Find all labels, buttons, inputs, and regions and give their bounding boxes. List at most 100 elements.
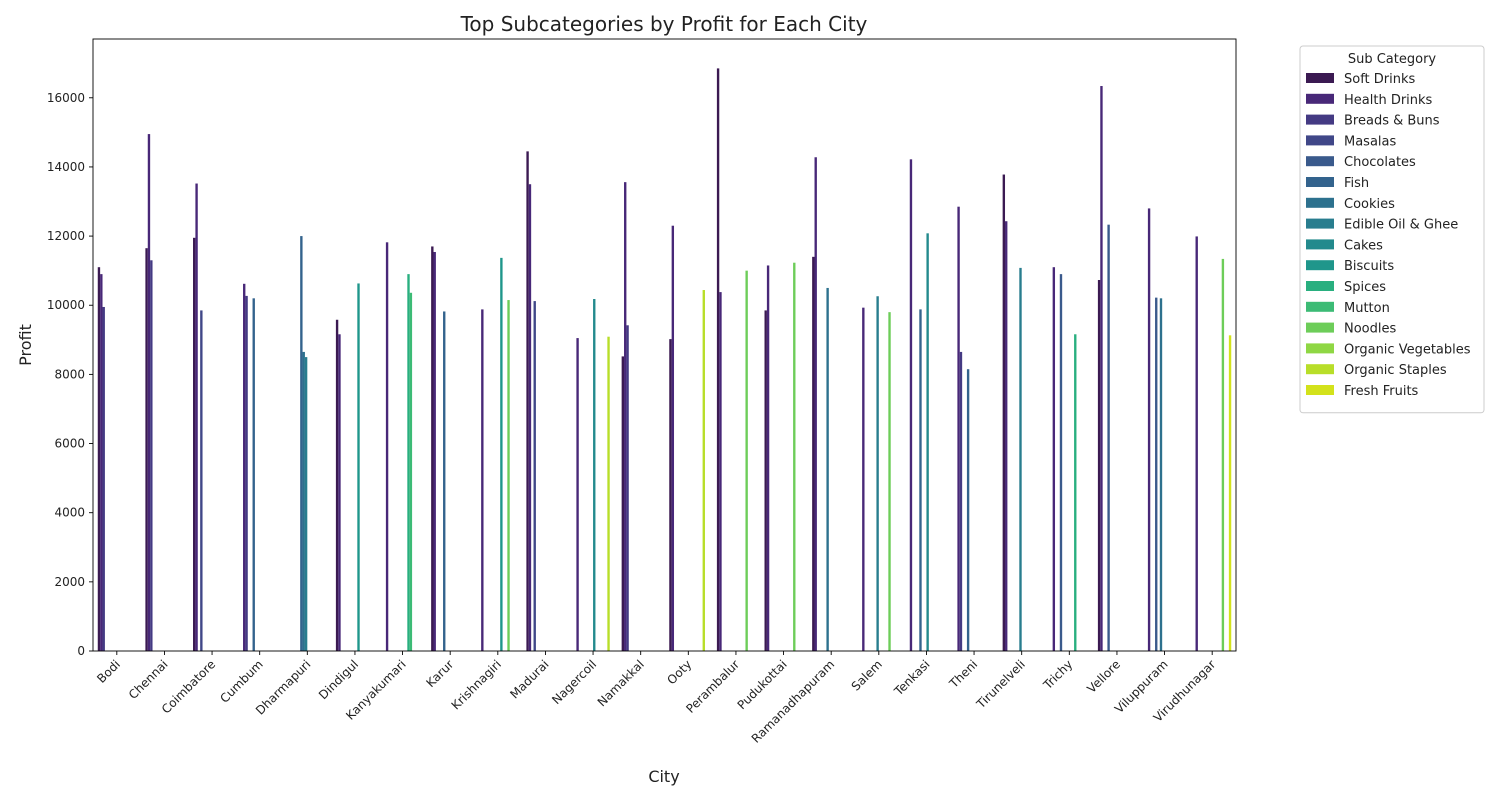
y-tick-label: 0 — [77, 644, 85, 658]
bar — [957, 206, 960, 651]
bar — [500, 257, 503, 651]
bar — [716, 68, 720, 651]
x-tick-label: Ooty — [664, 657, 694, 687]
legend-swatch — [1306, 93, 1334, 104]
bar — [826, 287, 829, 651]
bar — [719, 292, 722, 651]
bar — [528, 184, 532, 651]
bar — [669, 339, 672, 651]
legend-label: Breads & Buns — [1344, 114, 1440, 129]
bar — [1059, 274, 1063, 651]
y-axis-label: Profit — [16, 324, 35, 366]
bar — [966, 369, 970, 651]
bar — [150, 260, 153, 651]
bar — [145, 248, 148, 651]
bar — [926, 233, 929, 651]
bar — [407, 274, 410, 651]
legend-label: Masalas — [1344, 134, 1397, 149]
bar — [385, 242, 389, 651]
bar — [304, 357, 308, 651]
bar — [200, 310, 203, 651]
bar — [919, 309, 922, 651]
x-tick-label: Ramanadhapuram — [749, 657, 838, 746]
legend-swatch — [1306, 385, 1334, 395]
x-tick-label: Theni — [946, 657, 980, 691]
bar — [576, 338, 579, 651]
x-tick-label: Cumbum — [217, 657, 266, 706]
legend: Sub Category Soft Drinks Health Drinks Brea… — [1299, 45, 1485, 414]
x-tick-label: Chennai — [126, 657, 171, 702]
legend-label: Noodles — [1344, 322, 1396, 337]
y-tick-label: 12000 — [47, 229, 85, 243]
bar — [814, 157, 817, 651]
bar — [1147, 208, 1151, 652]
bar — [1195, 236, 1198, 651]
plot-area: 0 2000 4000 6000 8000 10000 12000 14000 16000 Bod… — [47, 38, 1237, 746]
legend-label: Soft Drinks — [1344, 72, 1416, 87]
legend-swatch — [1306, 114, 1334, 125]
bar — [102, 306, 105, 651]
bar — [793, 262, 796, 651]
legend-swatch — [1306, 281, 1334, 291]
legend-label: Mutton — [1344, 301, 1390, 316]
bar — [1100, 86, 1103, 651]
legend-swatch — [1306, 197, 1334, 208]
legend-label: Health Drinks — [1344, 93, 1433, 108]
bar — [1074, 334, 1077, 651]
chart-title: Top Subcategories by Profit for Each Cit… — [460, 12, 868, 36]
x-tick-label: Tirunelveli — [973, 657, 1028, 712]
bar — [593, 299, 596, 651]
bar — [193, 237, 196, 651]
legend-label: Fresh Fruits — [1344, 384, 1419, 399]
bar — [671, 225, 675, 651]
bar — [626, 325, 629, 651]
legend-swatch — [1306, 218, 1334, 229]
bar — [338, 334, 341, 651]
legend-swatch — [1306, 239, 1334, 250]
bar — [1221, 258, 1225, 651]
bar — [1159, 298, 1163, 651]
legend-swatch — [1306, 177, 1334, 187]
legend-label: Organic Staples — [1344, 363, 1447, 378]
bar — [443, 311, 446, 651]
bar — [624, 182, 627, 651]
bar — [97, 267, 101, 651]
bar — [888, 312, 891, 651]
bar — [621, 356, 625, 651]
bar — [300, 236, 303, 651]
legend-title: Sub Category — [1348, 52, 1437, 67]
x-tick-label: Trichy — [1040, 657, 1075, 692]
bar — [1107, 224, 1110, 652]
y-tick-label: 6000 — [54, 437, 85, 451]
bar — [533, 301, 536, 651]
legend-box — [1299, 45, 1485, 414]
legend-swatch — [1306, 343, 1334, 354]
legend-swatch — [1306, 156, 1334, 167]
y-tick-label: 16000 — [47, 91, 85, 105]
bar — [745, 270, 748, 651]
bar — [507, 300, 510, 651]
legend-label: Organic Vegetables — [1344, 342, 1471, 357]
bar — [431, 246, 434, 651]
bar — [1097, 280, 1101, 651]
x-tick-label: Tenkasi — [891, 657, 933, 699]
bar — [433, 251, 436, 652]
legend-label: Edible Oil & Ghee — [1344, 218, 1458, 233]
legend-swatch — [1306, 135, 1334, 146]
legend-swatch — [1306, 322, 1334, 333]
bar — [243, 283, 246, 651]
bar — [302, 351, 305, 651]
x-axis-label: City — [648, 767, 679, 786]
legend-label: Fish — [1344, 176, 1369, 191]
legend-label: Spices — [1344, 280, 1386, 295]
bar — [1019, 267, 1022, 651]
legend-swatch — [1306, 364, 1334, 375]
legend-swatch — [1306, 301, 1334, 312]
legend-swatch — [1306, 73, 1334, 83]
bar — [357, 283, 360, 651]
bar — [147, 134, 151, 651]
axes-frame — [92, 38, 1237, 652]
bar — [766, 265, 770, 651]
bar — [335, 319, 339, 651]
